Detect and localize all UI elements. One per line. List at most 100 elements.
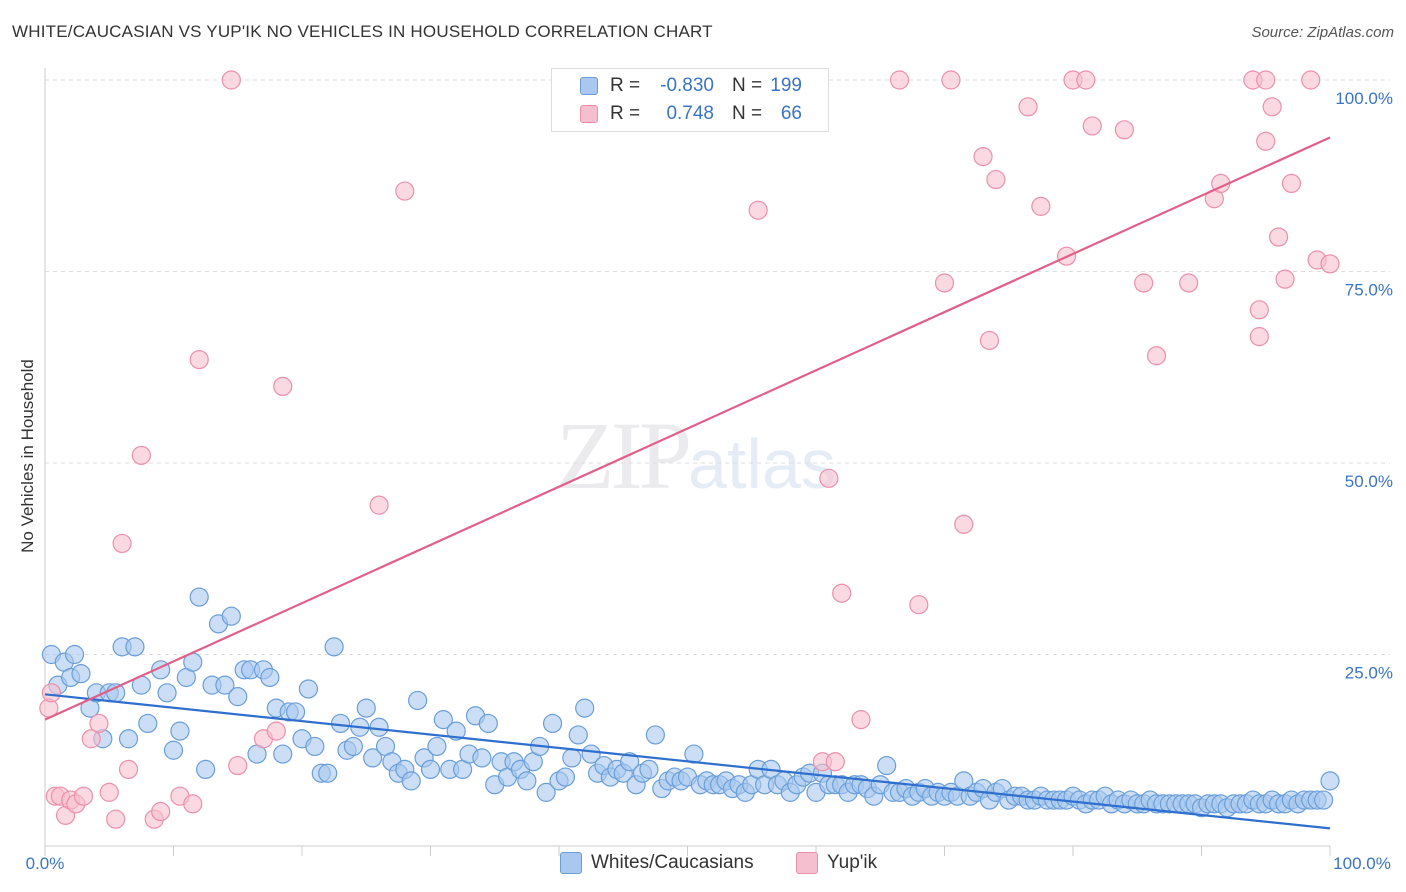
yupik-point [979, 330, 1000, 351]
yupik-point [189, 349, 209, 370]
tick-label-layer: 25.0% 50.0% 75.0% 100.0% 0.0% 100.0% [26, 89, 1393, 873]
yupik-point [1031, 196, 1051, 216]
whites-point [478, 713, 498, 734]
yupik-point [1179, 273, 1199, 293]
whites-point [285, 702, 306, 722]
yupik-point [1320, 254, 1340, 274]
watermark-atlas: atlas [688, 425, 836, 503]
n-label: N = [732, 103, 763, 124]
yupik-point [851, 710, 871, 730]
whites-point [118, 729, 139, 749]
whites-point [877, 755, 897, 776]
yupik-point [825, 752, 845, 772]
yupik-point [1301, 70, 1321, 90]
whites-point [369, 717, 389, 737]
yupik-point [1256, 131, 1276, 151]
yupik-point [1268, 227, 1289, 247]
yupik-swatch [580, 105, 598, 123]
whites-point [170, 721, 190, 741]
yupik-point [1281, 173, 1302, 194]
whites-point [157, 683, 177, 703]
yupik-point [266, 721, 286, 741]
yupik-point [81, 729, 101, 749]
yupik-point [934, 273, 955, 293]
whites-point [401, 771, 421, 791]
yupik-point [748, 200, 768, 220]
whites-point [472, 748, 492, 768]
yupik-point [221, 70, 241, 90]
x-tick-label: 100.0% [1333, 854, 1391, 873]
series-legend: Whites/Caucasians Yup'ik [0, 850, 1406, 880]
yupik-point [1262, 97, 1282, 117]
yupik-point [1249, 300, 1269, 320]
whites-point [71, 664, 91, 684]
yupik-point [118, 759, 139, 780]
legend-swatch-yupik [796, 852, 818, 874]
yupik-point [151, 801, 171, 822]
yupik-n-value: 66 [780, 103, 802, 124]
yupik-point [1082, 116, 1102, 136]
whites-point [575, 698, 595, 718]
yupik-point [183, 794, 203, 814]
yupik-point [1076, 70, 1096, 90]
legend-swatch-whites [560, 852, 582, 874]
y-tick-label: 25.0% [1345, 664, 1393, 683]
yupik-point [1134, 273, 1154, 293]
yupik-point [1146, 346, 1167, 366]
yupik-point [954, 514, 974, 534]
yupik-point [889, 70, 910, 90]
whites-point [408, 690, 428, 711]
whites-point [363, 748, 383, 768]
x-tick-label: 0.0% [26, 854, 65, 873]
yupik-point [832, 583, 852, 603]
whites-point [228, 687, 248, 707]
yupik-point [273, 376, 293, 396]
whites-point [260, 667, 280, 688]
r-label: R = [610, 103, 641, 124]
yupik-point [73, 786, 94, 806]
whites-point [196, 759, 216, 780]
whites-point [420, 759, 441, 780]
yupik-point [909, 595, 929, 615]
axis-layer [44, 68, 1331, 856]
yupik-point [1018, 97, 1038, 117]
yupik-point [89, 713, 109, 734]
chart-title: WHITE/CAUCASIAN VS YUP'IK NO VEHICLES IN… [12, 22, 713, 41]
yupik-point [973, 147, 993, 167]
whites-point [163, 740, 184, 760]
yupik-point [1275, 269, 1295, 289]
yupik-point [1249, 327, 1269, 347]
whites-point [555, 767, 576, 787]
yupik-point [41, 683, 62, 703]
yupik-point [112, 533, 132, 554]
yupik-point [1256, 70, 1276, 90]
whites-point [1313, 790, 1334, 810]
watermark-zip: ZIP [556, 402, 692, 509]
whites-point [305, 736, 325, 757]
stats-row-whites: R = -0.830 N = 199 [552, 73, 828, 101]
whites-point [645, 725, 665, 745]
yupik-point [369, 495, 389, 515]
yupik-point [986, 169, 1006, 190]
yupik-point [228, 755, 248, 776]
whites-point [639, 759, 659, 780]
whites-point [221, 606, 241, 626]
whites-point [568, 725, 588, 745]
yupik-point [106, 809, 126, 829]
y-tick-label: 50.0% [1345, 472, 1393, 491]
whites-point [273, 744, 293, 764]
yupik-point [99, 782, 119, 802]
whites-point [125, 637, 145, 657]
whites-point [138, 713, 158, 734]
whites-point [356, 698, 376, 718]
legend-label-yupik: Yup'ik [827, 852, 878, 873]
whites-point [427, 736, 447, 757]
whites-swatch [580, 77, 598, 95]
whites-point [64, 644, 85, 665]
whites-trend-line [44, 693, 1331, 830]
watermark: ZIPatlas [556, 400, 836, 511]
whites-point [343, 736, 363, 757]
grid-layer [45, 79, 1390, 655]
whites-point [318, 763, 338, 783]
whites-point [581, 744, 601, 764]
